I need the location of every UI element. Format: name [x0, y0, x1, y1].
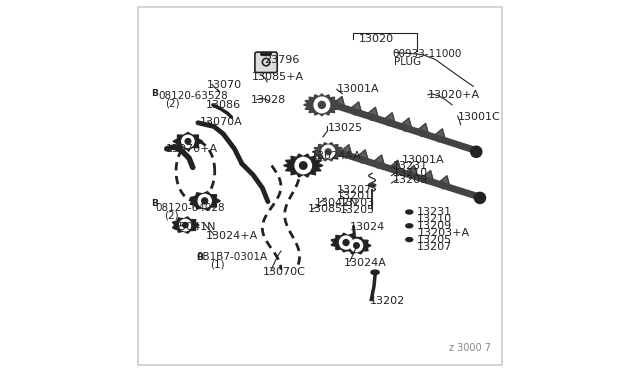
Circle shape	[343, 240, 349, 246]
Polygon shape	[416, 124, 429, 137]
Circle shape	[339, 236, 353, 249]
Polygon shape	[172, 217, 199, 233]
Polygon shape	[173, 132, 203, 150]
FancyBboxPatch shape	[255, 52, 277, 73]
Circle shape	[325, 149, 331, 155]
Text: 00933-11000: 00933-11000	[392, 49, 462, 59]
Text: 13024AA: 13024AA	[310, 151, 362, 161]
Polygon shape	[433, 129, 445, 142]
Text: 13070A: 13070A	[200, 117, 243, 127]
Ellipse shape	[371, 270, 379, 275]
Text: PLUG: PLUG	[394, 57, 422, 67]
Text: (1): (1)	[211, 259, 225, 269]
Circle shape	[318, 102, 325, 109]
Text: 13207: 13207	[337, 185, 372, 195]
Text: 13001C: 13001C	[458, 112, 500, 122]
Polygon shape	[332, 97, 345, 109]
Polygon shape	[331, 233, 362, 252]
Text: 13207: 13207	[417, 243, 452, 252]
Polygon shape	[303, 94, 340, 116]
Text: 13210: 13210	[392, 168, 428, 178]
Text: 13025: 13025	[328, 124, 363, 133]
Text: 13209: 13209	[417, 221, 452, 231]
Circle shape	[198, 194, 211, 208]
Ellipse shape	[406, 224, 413, 228]
Text: 13042N: 13042N	[315, 198, 359, 208]
Ellipse shape	[406, 238, 413, 241]
Text: B: B	[150, 199, 157, 208]
Polygon shape	[190, 192, 220, 210]
Text: 13001A: 13001A	[337, 84, 380, 94]
Polygon shape	[421, 171, 434, 183]
Text: (2): (2)	[164, 210, 179, 220]
Polygon shape	[399, 118, 412, 131]
Text: z 3000 7: z 3000 7	[449, 343, 491, 353]
Polygon shape	[312, 142, 344, 161]
Text: 13231: 13231	[392, 161, 428, 170]
Polygon shape	[366, 107, 379, 120]
Text: 13020: 13020	[359, 34, 394, 44]
Text: 13085+A: 13085+A	[252, 72, 304, 82]
Text: B: B	[150, 89, 157, 98]
Circle shape	[300, 162, 307, 169]
Text: 13203+A: 13203+A	[417, 228, 470, 238]
Polygon shape	[383, 113, 396, 126]
Text: 13024+A: 13024+A	[206, 231, 258, 241]
Circle shape	[474, 192, 486, 203]
Polygon shape	[388, 160, 401, 173]
Text: 13201: 13201	[337, 192, 372, 201]
Polygon shape	[349, 102, 362, 115]
Text: 13020+A: 13020+A	[428, 90, 480, 100]
Circle shape	[295, 157, 312, 174]
Ellipse shape	[406, 210, 413, 214]
Ellipse shape	[369, 184, 376, 187]
Text: 08120-64028: 08120-64028	[156, 203, 225, 213]
Text: 13086: 13086	[205, 100, 241, 110]
Circle shape	[314, 97, 330, 113]
Text: 13205: 13205	[340, 205, 375, 215]
Text: 13210: 13210	[417, 214, 452, 224]
Text: 13205: 13205	[417, 235, 452, 245]
Polygon shape	[356, 150, 369, 163]
Text: 13070: 13070	[207, 80, 242, 90]
Text: 13202: 13202	[369, 296, 404, 306]
Text: 0B1B7-0301A: 0B1B7-0301A	[196, 253, 268, 262]
Text: 13024: 13024	[349, 222, 385, 232]
Polygon shape	[342, 237, 371, 254]
Circle shape	[180, 219, 191, 231]
Text: 13070+A: 13070+A	[166, 144, 218, 154]
Text: 15041N: 15041N	[173, 222, 216, 232]
Circle shape	[185, 139, 191, 144]
Circle shape	[350, 240, 363, 251]
Circle shape	[182, 135, 194, 148]
Text: (2): (2)	[166, 99, 180, 108]
Polygon shape	[339, 145, 352, 158]
Text: 13231: 13231	[417, 207, 452, 217]
Polygon shape	[404, 166, 417, 178]
Text: B: B	[196, 253, 202, 262]
Polygon shape	[372, 155, 385, 168]
Circle shape	[354, 243, 359, 248]
Text: 13024A: 13024A	[344, 259, 387, 268]
Circle shape	[322, 145, 335, 158]
Polygon shape	[437, 176, 450, 189]
Circle shape	[202, 198, 207, 204]
Text: 13209: 13209	[392, 176, 428, 185]
Text: 13028: 13028	[251, 96, 287, 105]
Circle shape	[183, 222, 188, 228]
Text: 13001A: 13001A	[402, 155, 444, 165]
Polygon shape	[284, 154, 323, 177]
Text: 13085: 13085	[308, 205, 343, 214]
Text: 23796: 23796	[264, 55, 300, 64]
Text: 13070C: 13070C	[262, 267, 305, 277]
Text: 13203: 13203	[340, 198, 375, 208]
Text: 08120-63528: 08120-63528	[158, 91, 228, 101]
Circle shape	[470, 146, 482, 157]
